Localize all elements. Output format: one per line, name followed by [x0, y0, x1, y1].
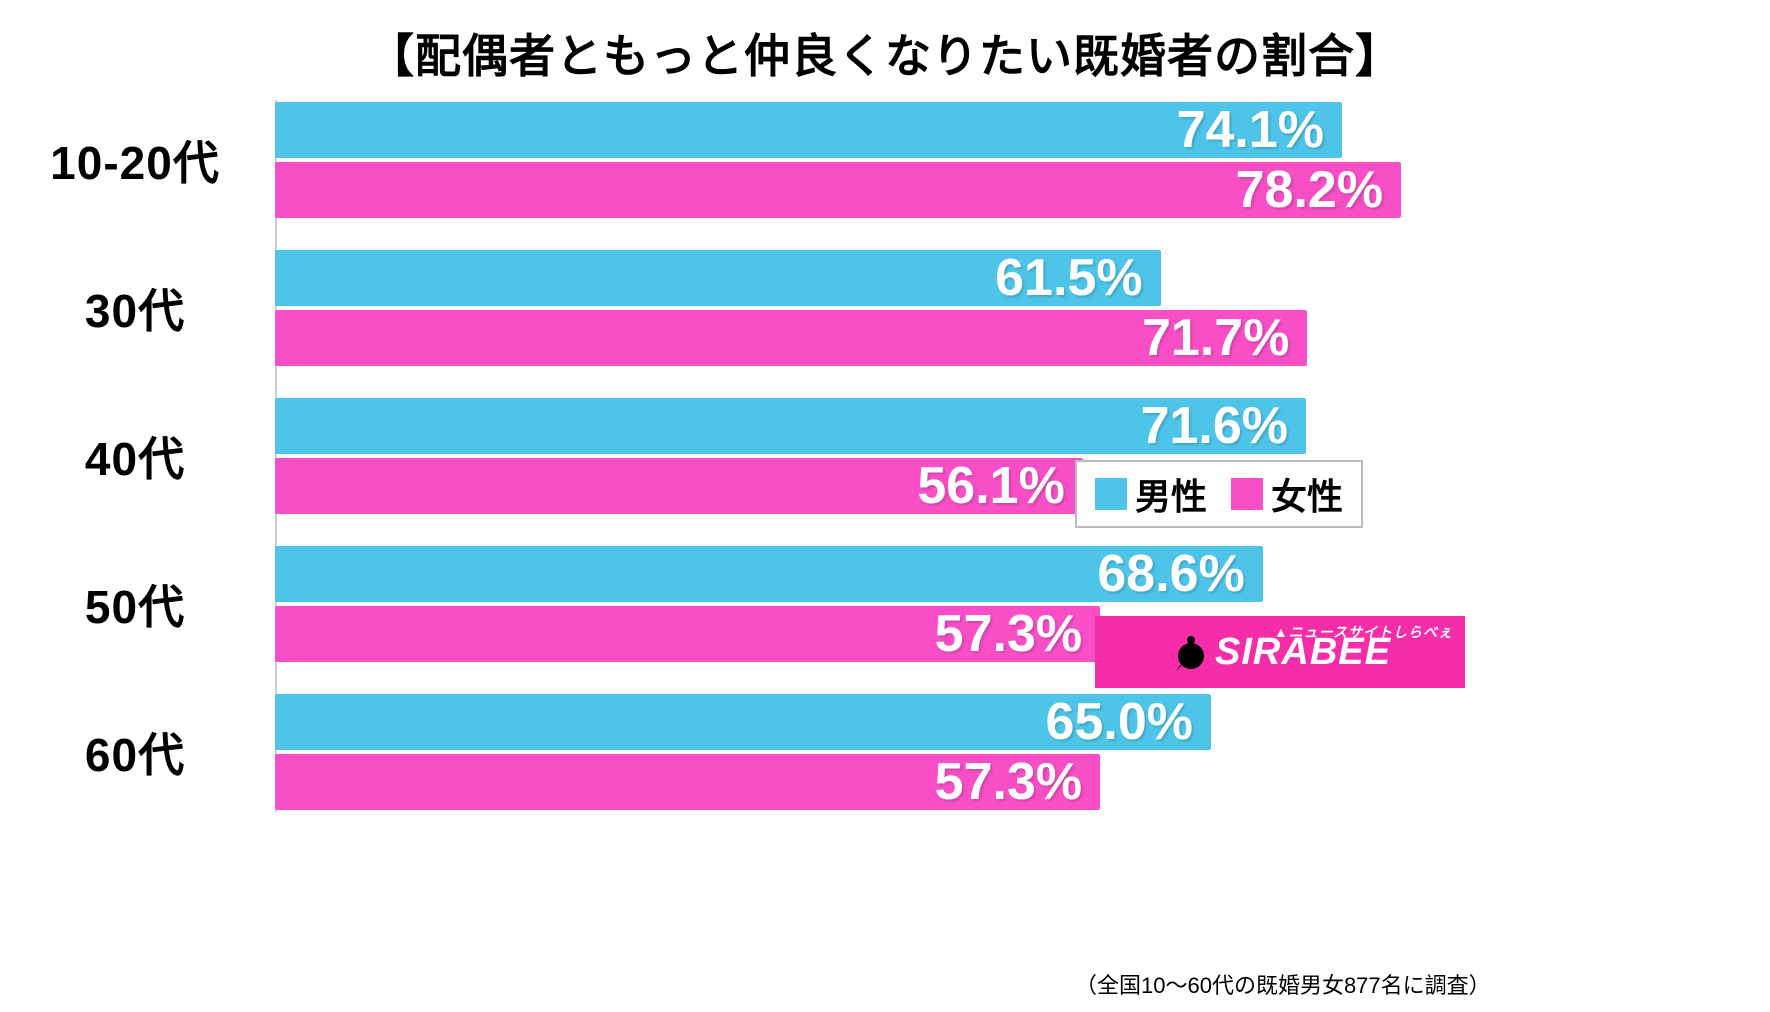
sirabee-logo: SIRABEE ▲ニュースサイトしらべぇ — [1095, 616, 1465, 688]
row-2: 40代 71.6% 56.1% — [0, 396, 1770, 516]
bar-female: 71.7% — [275, 310, 1307, 366]
category-label: 60代 — [0, 719, 270, 785]
row-3: 50代 68.6%57.3% — [0, 544, 1770, 664]
bar-female-value: 71.7% — [1142, 308, 1289, 368]
legend-label: 男性 — [1135, 468, 1207, 520]
bar-female: 78.2% — [275, 162, 1401, 218]
bar-female-value: 56.1% — [917, 456, 1064, 516]
legend: 男性 女性 — [1075, 460, 1363, 528]
row-1: 30代 61.5%71.7% — [0, 248, 1770, 368]
bar-female: 57.3% — [275, 606, 1100, 662]
bar-female: 57.3% — [275, 754, 1100, 810]
category-label: 40代 — [0, 423, 270, 489]
chart-title: 【配偶者ともっと仲良くなりたい既婚者の割合】 — [0, 20, 1770, 86]
legend-swatch — [1095, 478, 1127, 510]
bar-male-value: 68.6% — [1097, 544, 1244, 604]
bar-male-value: 61.5% — [995, 248, 1142, 308]
category-label: 50代 — [0, 571, 270, 637]
row-0: 10-20代 74.1%78.2% — [0, 100, 1770, 220]
bar-female-value: 57.3% — [935, 752, 1082, 812]
bar-female-value: 57.3% — [935, 604, 1082, 664]
chart-area: 10-20代 74.1%78.2% 30代 61.5%71.7% 40代 71.6% 56.… — [0, 100, 1770, 980]
bar-male: 74.1% — [275, 102, 1342, 158]
category-label: 30代 — [0, 275, 270, 341]
legend-swatch — [1231, 478, 1263, 510]
logo-subtext: ▲ニュースサイトしらべぇ — [1274, 622, 1453, 642]
legend-label: 女性 — [1271, 468, 1343, 520]
footnote: （全国10～60代の既婚男女877名に調査） — [1075, 968, 1491, 1000]
category-label: 10-20代 — [0, 127, 270, 193]
chat-bubble-i-icon — [1169, 632, 1209, 672]
bar-female: 56.1% — [275, 458, 1083, 514]
bar-male: 65.0% — [275, 694, 1211, 750]
bar-male: 61.5% — [275, 250, 1161, 306]
bar-male: 71.6% — [275, 398, 1306, 454]
bar-female-value: 78.2% — [1236, 160, 1383, 220]
bar-male-value: 71.6% — [1141, 396, 1288, 456]
bar-male-value: 74.1% — [1177, 100, 1324, 160]
bar-male: 68.6% — [275, 546, 1263, 602]
bar-male-value: 65.0% — [1046, 692, 1193, 752]
row-4: 60代 65.0%57.3% — [0, 692, 1770, 812]
